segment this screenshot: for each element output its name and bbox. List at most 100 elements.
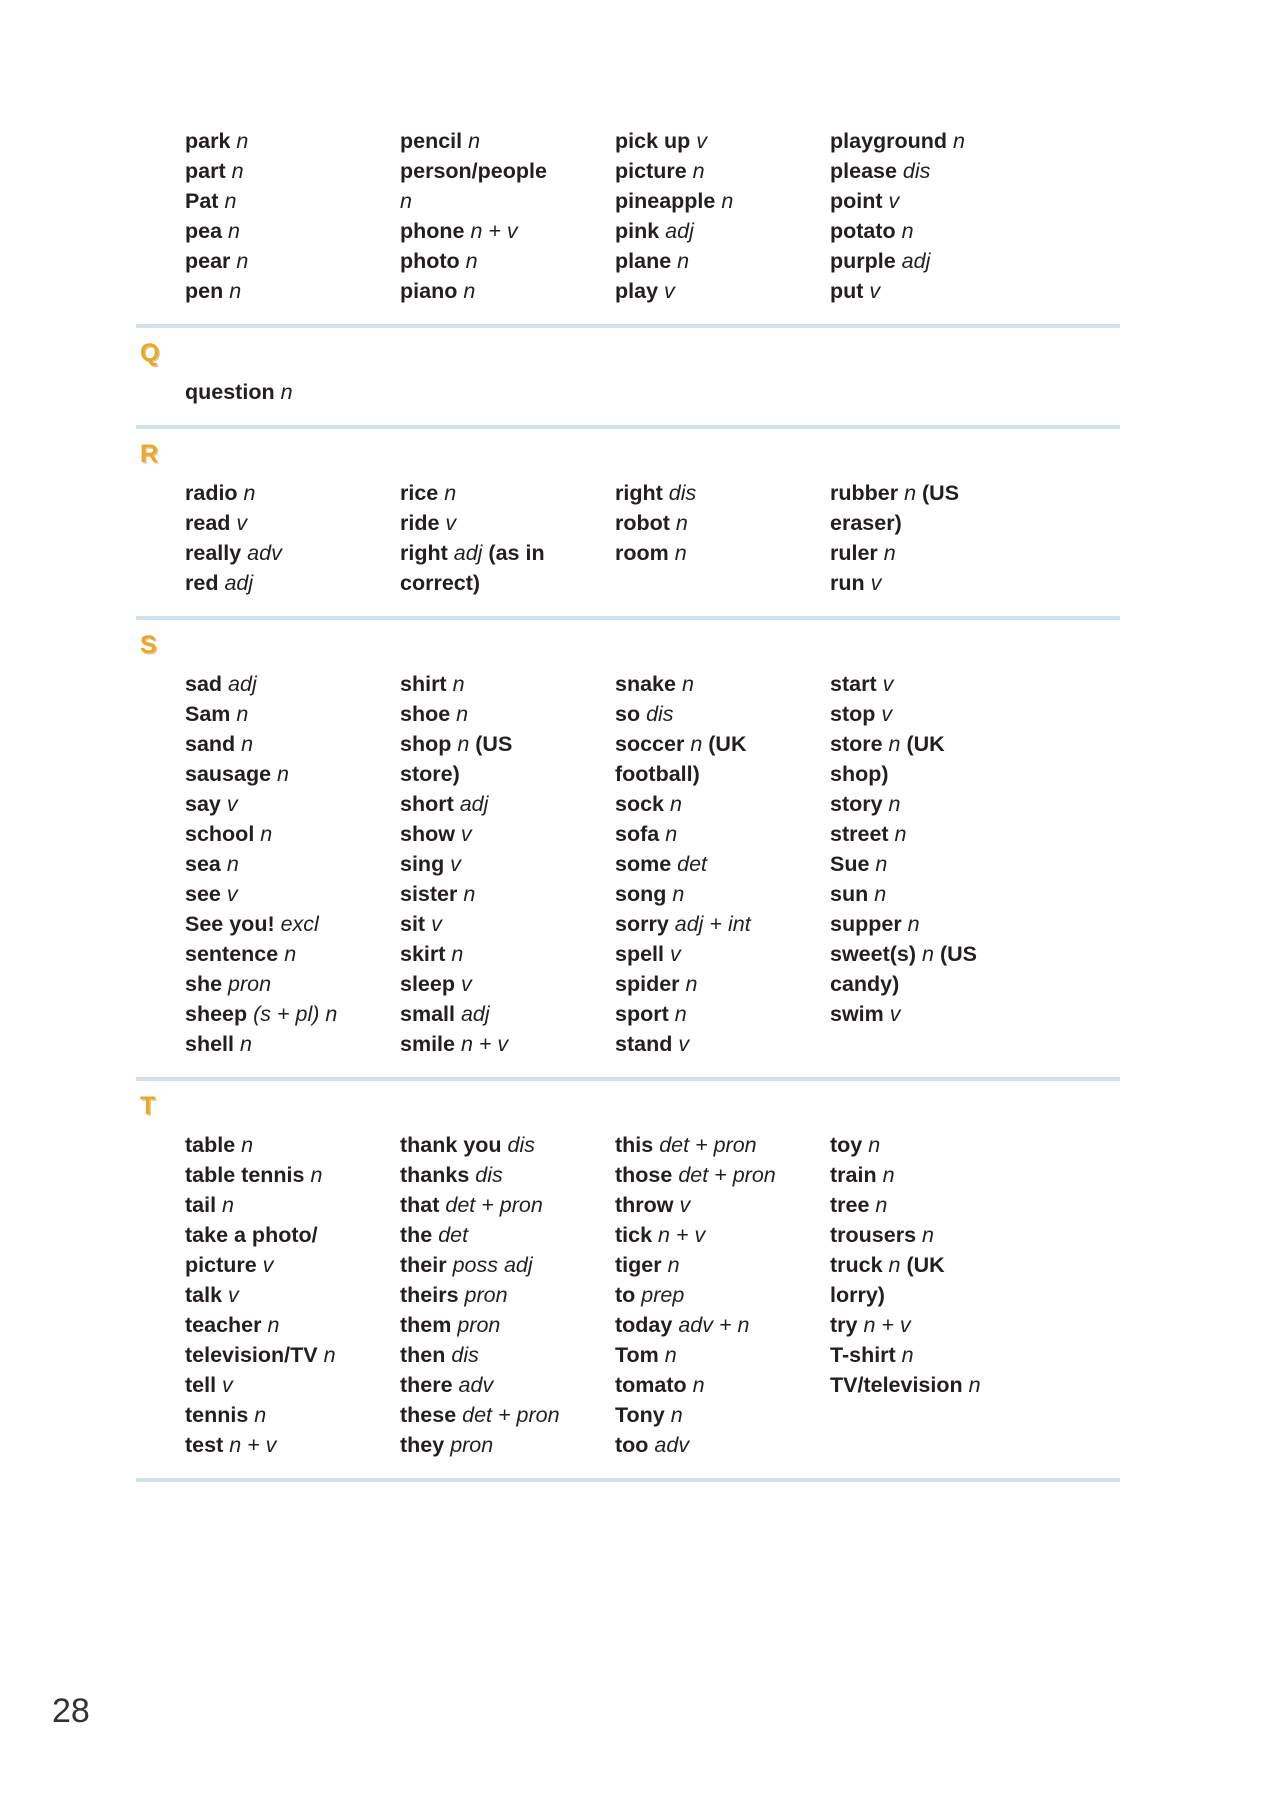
word-entry: toy n <box>830 1133 881 1157</box>
word-entry: school n <box>185 822 273 846</box>
word-entry: their poss adj <box>400 1253 533 1277</box>
word-entry: sweet(s) n (US <box>830 942 977 966</box>
word-entry: spell v <box>615 942 681 966</box>
word-entry: table n <box>185 1133 254 1157</box>
part-of-speech: pron <box>222 972 272 996</box>
word-entry: show v <box>400 822 472 846</box>
word-entry: right dis <box>615 481 697 505</box>
part-of-speech: n + v <box>652 1223 706 1247</box>
section-divider <box>136 425 1120 429</box>
part-of-speech: v <box>876 672 894 696</box>
word-entry: thank you dis <box>400 1133 536 1157</box>
part-of-speech: n <box>438 481 457 505</box>
part-of-speech: n <box>462 129 481 153</box>
word-entry: say v <box>185 792 238 816</box>
word-entry: correct) <box>400 571 481 595</box>
part-of-speech: n <box>664 1403 683 1427</box>
part-of-speech: det + pron <box>439 1193 543 1217</box>
part-of-speech: n <box>457 882 476 906</box>
word-entry: radio n <box>185 481 256 505</box>
word-entry: purple adj <box>830 249 931 273</box>
part-of-speech: dis <box>501 1133 536 1157</box>
section-divider <box>136 324 1120 328</box>
word-entry: small adj <box>400 1002 490 1026</box>
part-of-speech: n <box>457 279 476 303</box>
word-entry: these det + pron <box>400 1403 560 1427</box>
word-entry: supper n <box>830 912 920 936</box>
part-of-speech: adj <box>453 792 489 816</box>
part-of-speech: v <box>220 792 238 816</box>
word-entry: sock n <box>615 792 682 816</box>
part-of-speech: dis <box>640 702 674 726</box>
word-entry: phone n + v <box>400 219 518 243</box>
word-entry: question n <box>185 380 293 404</box>
word-column: rice n ride v right adj (as in correct) <box>351 478 566 598</box>
part-of-speech: v <box>664 942 681 966</box>
part-of-speech: n <box>261 1313 280 1337</box>
word-entry: playground n <box>830 129 965 153</box>
word-entry: street n <box>830 822 907 846</box>
part-of-speech: adv <box>452 1373 494 1397</box>
word-entry: trousers n <box>830 1223 934 1247</box>
part-of-speech: n <box>684 732 703 756</box>
part-of-speech: n <box>230 129 249 153</box>
entry-note: (US <box>916 481 960 505</box>
part-of-speech: v <box>444 852 461 876</box>
word-entry: throw v <box>615 1193 691 1217</box>
word-column: rubber n (US eraser) ruler n run v <box>781 478 996 598</box>
word-entry: tiger n <box>615 1253 680 1277</box>
part-of-speech: n <box>225 159 244 183</box>
part-of-speech: n <box>868 882 887 906</box>
part-of-speech: n <box>254 822 273 846</box>
part-of-speech: v <box>882 189 900 213</box>
word-entry: those det + pron <box>615 1163 776 1187</box>
part-of-speech: n <box>271 762 289 786</box>
word-column: thank you dis thanks dis that det + pron th… <box>351 1130 566 1460</box>
word-entry: truck n (UK <box>830 1253 945 1277</box>
word-entry: them pron <box>400 1313 501 1337</box>
part-of-speech: v <box>439 511 457 535</box>
word-column: question n <box>136 377 351 407</box>
section-letter-s: S <box>140 631 158 659</box>
word-entry: please dis <box>830 159 931 183</box>
word-entry: read v <box>185 511 248 535</box>
part-of-speech: det + pron <box>672 1163 776 1187</box>
word-entry: soccer n (UK <box>615 732 747 756</box>
part-of-speech: n <box>230 702 249 726</box>
word-entry: train n <box>830 1163 895 1187</box>
part-of-speech: n <box>862 1133 881 1157</box>
part-of-speech: v <box>222 1283 239 1307</box>
word-entry: T-shirt n <box>830 1343 914 1367</box>
word-entry: there adv <box>400 1373 494 1397</box>
word-entry: story n <box>830 792 901 816</box>
word-entry: talk v <box>185 1283 239 1307</box>
word-entry: song n <box>615 882 685 906</box>
section-divider <box>136 1077 1120 1081</box>
word-entry: picture v <box>185 1253 274 1277</box>
part-of-speech: (s + pl) n <box>247 1002 338 1026</box>
section-letter-t: T <box>140 1092 156 1120</box>
word-entry: they pron <box>400 1433 494 1457</box>
word-column: right dis robot n room n <box>566 478 781 598</box>
word-entry: Sam n <box>185 702 249 726</box>
word-entry: sea n <box>185 852 239 876</box>
part-of-speech: n <box>237 481 256 505</box>
part-of-speech: v <box>230 511 248 535</box>
part-of-speech: n + v <box>857 1313 911 1337</box>
word-column: pencil n person/people n phone n + v photo n… <box>351 126 566 306</box>
word-columns: table n table tennis n tail n take a photo/… <box>136 1124 1120 1478</box>
word-column: start v stop v store n (UK shop) story n stre… <box>781 669 996 1059</box>
word-entry: potato n <box>830 219 914 243</box>
word-entry: teacher n <box>185 1313 280 1337</box>
entry-note: (US <box>933 942 977 966</box>
section-divider <box>136 616 1120 620</box>
word-column: table n table tennis n tail n take a photo/… <box>136 1130 351 1460</box>
word-column <box>781 377 996 407</box>
word-entry: sand n <box>185 732 254 756</box>
word-column: radio n read v really adv red adj <box>136 478 351 598</box>
word-entry: tail n <box>185 1193 235 1217</box>
part-of-speech: n <box>451 732 470 756</box>
part-of-speech: n <box>658 1343 677 1367</box>
part-of-speech: n <box>220 852 239 876</box>
